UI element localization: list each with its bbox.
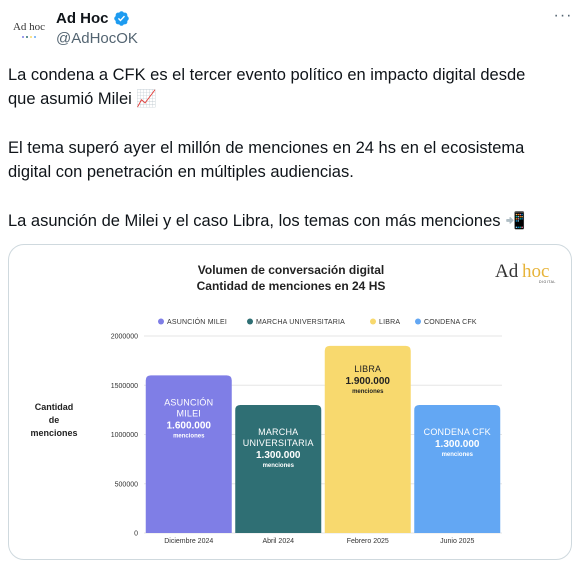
- chart-title: Volumen de conversación digital: [198, 263, 385, 277]
- legend-label: LIBRA: [379, 319, 400, 326]
- tweet-text-line-2: que asumió Milei 📈: [8, 90, 157, 108]
- ellipsis-icon[interactable]: ···: [553, 7, 573, 24]
- avatar-dots: [22, 36, 36, 38]
- avatar-text: Ad hoc: [12, 21, 46, 33]
- bar-unit-label: menciones: [442, 452, 474, 458]
- x-tick-label: Diciembre 2024: [164, 538, 213, 545]
- y-tick-label: 1000000: [111, 432, 138, 439]
- y-axis-label-line: Cantidad: [35, 402, 74, 412]
- bar-category-label: LIBRA: [354, 364, 381, 374]
- bar-chart: Volumen de conversación digital Cantidad…: [30, 261, 556, 545]
- y-axis-label: Cantidad de menciones: [30, 402, 77, 438]
- y-axis-label-line: menciones: [30, 428, 77, 438]
- bar-category-label: UNIVERSITARIA: [243, 438, 314, 448]
- bar-value-label: 1.900.000: [346, 376, 391, 387]
- bar: LIBRA 1.900.000 menciones: [324, 345, 411, 533]
- legend-swatch: [415, 318, 421, 325]
- chart-subtitle: Cantidad de menciones en 24 HS: [197, 279, 386, 293]
- verified-badge-icon[interactable]: [113, 10, 130, 27]
- logo-subtitle: DIGITAL: [539, 280, 556, 284]
- legend-label: MARCHA UNIVERSITARIA: [256, 319, 345, 326]
- bar-value-label: 1.300.000: [435, 439, 480, 450]
- bar-value-label: 1.600.000: [167, 420, 212, 431]
- author-handle[interactable]: @AdHocOK: [56, 30, 138, 47]
- logo-word-2: hoc: [522, 261, 549, 282]
- y-tick-label: 2000000: [111, 334, 138, 341]
- y-tick-label: 500000: [115, 481, 138, 488]
- tweet-text-line-5: La asunción de Milei y el caso Libra, lo…: [8, 212, 526, 230]
- bar-category-label: CONDENA CFK: [424, 427, 491, 437]
- x-tick-label: Abril 2024: [262, 538, 294, 545]
- x-tick-label: Febrero 2025: [347, 538, 389, 545]
- bar-rect: [145, 375, 232, 533]
- x-axis-labels: Diciembre 2024 Abril 2024 Febrero 2025 Juni…: [164, 538, 474, 545]
- bar-rect: [324, 345, 411, 533]
- y-axis-ticks: 0 500000 1000000 1500000 2000000: [111, 334, 138, 538]
- legend-swatch: [247, 318, 253, 325]
- tweet-text-line-3: El tema superó ayer el millón de mencion…: [8, 139, 525, 157]
- bar-rect: [235, 404, 322, 533]
- bar-category-label: MARCHA: [258, 427, 298, 437]
- legend-label: CONDENA CFK: [424, 319, 477, 326]
- media-card[interactable]: Volumen de conversación digital Cantidad…: [8, 244, 572, 560]
- tweet-text-line-1: La condena a CFK es el tercer evento pol…: [8, 66, 526, 84]
- tweet-text-line-4: digital con penetración en múltiples aud…: [8, 163, 354, 181]
- logo-word-1: Ad: [495, 261, 519, 282]
- chart-logo: Ad hoc DIGITAL: [495, 261, 556, 284]
- y-tick-label: 1500000: [111, 383, 138, 390]
- x-tick-label: Junio 2025: [440, 538, 474, 545]
- bar-rect: [414, 404, 501, 533]
- legend-swatch: [370, 318, 376, 325]
- author-name-row: Ad Hoc: [56, 10, 130, 27]
- y-axis-label-line: de: [49, 415, 60, 425]
- bar-unit-label: menciones: [173, 433, 205, 439]
- legend-swatch: [158, 318, 164, 325]
- chart-legend: ASUNCIÓN MILEI MARCHA UNIVERSITARIA LIBRA C…: [158, 317, 477, 326]
- bar-unit-label: menciones: [263, 463, 295, 469]
- y-tick-label: 0: [134, 531, 138, 538]
- legend-label: ASUNCIÓN MILEI: [167, 317, 227, 326]
- bar: CONDENA CFK 1.300.000 menciones: [414, 404, 501, 533]
- bar-category-label: ASUNCIÓN: [164, 397, 213, 407]
- bar-unit-label: menciones: [352, 389, 384, 395]
- bar-category-label: MILEI: [176, 408, 201, 418]
- display-name[interactable]: Ad Hoc: [56, 10, 109, 27]
- avatar[interactable]: Ad hoc: [9, 10, 49, 50]
- bar-value-label: 1.300.000: [256, 450, 301, 461]
